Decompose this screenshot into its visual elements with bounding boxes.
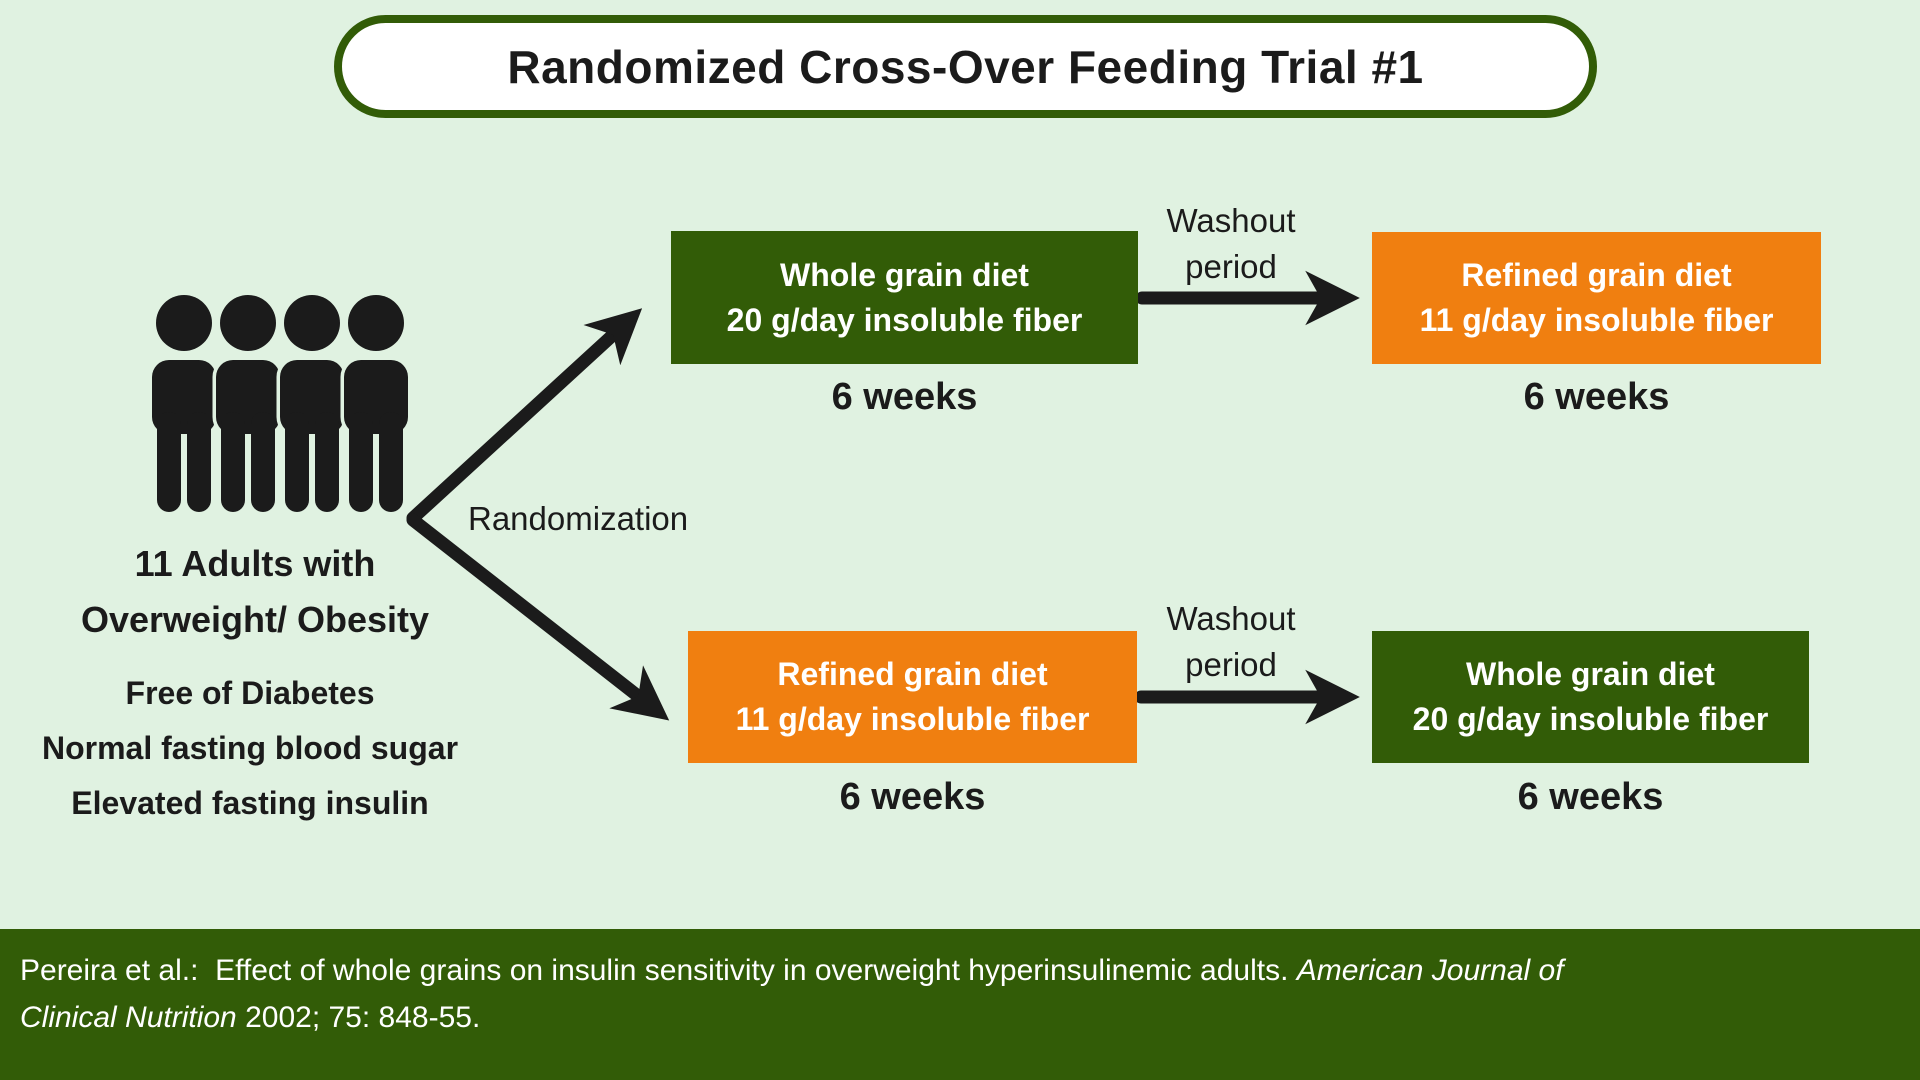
arm-box-refined-grain-period1: Refined grain diet 11 g/day insoluble fi…	[688, 631, 1137, 763]
criteria-line: Normal fasting blood sugar	[41, 730, 459, 766]
participants-group-icon	[148, 294, 414, 516]
duration-label: 6 weeks	[1517, 776, 1664, 818]
population-label: 11 Adults with Overweight/ Obesity	[40, 536, 470, 648]
duration-label: 6 weeks	[839, 776, 986, 818]
population-line1: 11 Adults with	[134, 543, 376, 584]
duration-label: 6 weeks	[831, 376, 978, 418]
person-icon	[152, 295, 216, 512]
washout-label-line1: Washout	[1166, 202, 1296, 239]
arm-box-whole-grain-period2: Whole grain diet 20 g/day insoluble fibe…	[1372, 631, 1809, 763]
arm-box-line2: 11 g/day insoluble fiber	[735, 701, 1090, 737]
washout-label-bottom: Washout period	[1116, 596, 1346, 688]
citation-footer: Pereira et al.: Effect of whole grains o…	[0, 929, 1920, 1080]
arm-box-line2: 11 g/day insoluble fiber	[1419, 302, 1774, 338]
arm-box-line1: Whole grain diet	[780, 256, 1029, 293]
citation-italic1: American Journal of	[1296, 954, 1564, 987]
washout-label-top: Washout period	[1116, 198, 1346, 290]
citation-italic2: Clinical Nutrition	[20, 1001, 237, 1034]
arm-box-line1: Refined grain diet	[777, 656, 1048, 692]
citation-plain1: Pereira et al.: Effect of whole grains o…	[20, 954, 1297, 987]
citation-line1: Pereira et al.: Effect of whole grains o…	[20, 947, 1920, 994]
title-banner: Randomized Cross-Over Feeding Trial #1	[334, 15, 1597, 118]
arm-box-line1: Whole grain diet	[1466, 656, 1715, 692]
arm-box-line2: 20 g/day insoluble fiber	[726, 301, 1083, 338]
page-title: Randomized Cross-Over Feeding Trial #1	[507, 40, 1424, 93]
person-icon	[344, 295, 408, 512]
criteria-line: Elevated fasting insulin	[71, 785, 429, 821]
citation-plain2: 2002; 75: 848-55.	[236, 1001, 481, 1034]
washout-label-line1: Washout	[1166, 600, 1296, 637]
person-icon	[280, 295, 344, 512]
washout-label-line2: period	[1185, 248, 1277, 285]
criteria-line: Free of Diabetes	[125, 675, 375, 711]
population-line2: Overweight/ Obesity	[80, 599, 430, 640]
arm-box-line1: Refined grain diet	[1461, 257, 1732, 293]
arm-box-whole-grain-period1: Whole grain diet 20 g/day insoluble fibe…	[671, 231, 1138, 364]
person-icon	[216, 295, 280, 512]
randomization-arrow-up	[406, 308, 643, 525]
washout-label-line2: period	[1185, 646, 1277, 683]
citation-line2: Clinical Nutrition 2002; 75: 848-55.	[20, 994, 1920, 1041]
eligibility-criteria: Free of Diabetes Normal fasting blood su…	[10, 666, 490, 831]
randomization-label: Randomization	[468, 500, 689, 537]
duration-label: 6 weeks	[1523, 376, 1670, 418]
arm-box-refined-grain-period2: Refined grain diet 11 g/day insoluble fi…	[1372, 232, 1821, 364]
arm-box-line2: 20 g/day insoluble fiber	[1412, 701, 1769, 737]
